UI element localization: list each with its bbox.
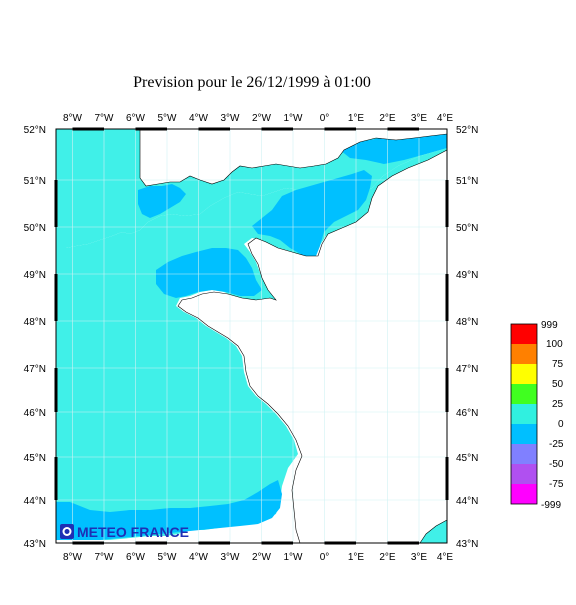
lon-label: 3°W [221, 552, 241, 563]
lon-label: 3°E [411, 113, 428, 124]
lon-label: 6°W [126, 552, 146, 563]
lat-label: 50°N [456, 223, 478, 234]
lon-label: 8°W [63, 552, 83, 563]
lon-label: 7°W [95, 113, 115, 124]
map-frame [55, 128, 448, 544]
lon-label: 1°E [348, 113, 365, 124]
lat-label: 47°N [456, 364, 478, 375]
meteo-france-logo: METEO FRANCE [60, 524, 189, 540]
legend-swatch [511, 464, 537, 484]
lon-label: 0° [320, 552, 330, 563]
frame-ticks [54, 127, 449, 545]
legend-label: 100 [546, 339, 563, 350]
latitude-labels-right: 52°N 51°N 50°N 49°N 48°N 47°N 46°N 45°N … [456, 125, 478, 550]
lat-label: 43°N [24, 539, 46, 550]
legend-swatch [511, 344, 537, 364]
lon-label: 4°E [437, 113, 454, 124]
legend-label: -25 [549, 439, 564, 450]
lon-label: 1°W [284, 113, 304, 124]
lat-label: 50°N [24, 223, 46, 234]
lat-label: 49°N [456, 270, 478, 281]
longitude-labels-bottom: 8°W 7°W 6°W 5°W 4°W 3°W 2°W 1°W 0° 1°E 2… [63, 552, 453, 563]
lon-label: 0° [320, 113, 330, 124]
legend-label: 50 [552, 379, 564, 390]
longitude-labels-top: 8°W 7°W 6°W 5°W 4°W 3°W 2°W 1°W 0° 1°E 2… [63, 113, 453, 124]
legend-frame [510, 323, 538, 505]
legend-swatch [511, 384, 537, 404]
lon-label: 3°W [221, 113, 241, 124]
lat-label: 45°N [24, 453, 46, 464]
lon-label: 2°E [379, 552, 396, 563]
lat-label: 43°N [456, 539, 478, 550]
lon-label: 1°E [348, 552, 365, 563]
lat-label: 46°N [456, 408, 478, 419]
graticule [56, 129, 447, 543]
legend-label: 0 [558, 419, 564, 430]
lon-label: 4°W [189, 113, 209, 124]
lat-label: 51°N [24, 176, 46, 187]
lon-label: 2°W [252, 113, 272, 124]
lat-label: 48°N [24, 317, 46, 328]
legend-swatch [511, 404, 537, 424]
lat-label: 49°N [24, 270, 46, 281]
legend-label: 75 [552, 359, 564, 370]
latitude-labels-left: 52°N 51°N 50°N 49°N 48°N 47°N 46°N 45°N … [24, 125, 46, 550]
logo-text: METEO FRANCE [77, 524, 189, 540]
lat-label: 52°N [456, 125, 478, 136]
lon-label: 2°W [252, 552, 272, 563]
legend-label: 25 [552, 399, 564, 410]
lat-label: 44°N [456, 496, 478, 507]
legend-swatch [511, 444, 537, 464]
lon-label: 5°W [158, 113, 178, 124]
legend-label: 999 [541, 320, 558, 331]
legend-swatch [511, 484, 537, 504]
lon-label: 7°W [95, 552, 115, 563]
lon-label: 1°W [284, 552, 304, 563]
lon-label: 6°W [126, 113, 146, 124]
legend-swatch [511, 364, 537, 384]
lat-label: 51°N [456, 176, 478, 187]
lat-label: 48°N [456, 317, 478, 328]
lon-label: 4°W [189, 552, 209, 563]
lon-label: 8°W [63, 113, 83, 124]
legend-swatch [511, 324, 537, 344]
lat-label: 52°N [24, 125, 46, 136]
lat-label: 45°N [456, 453, 478, 464]
lat-label: 47°N [24, 364, 46, 375]
legend-label: -999 [541, 500, 561, 511]
lon-label: 2°E [379, 113, 396, 124]
logo-core-icon [64, 529, 70, 534]
legend: 999 100 75 50 25 0 -25 -50 -75 -999 [510, 320, 564, 511]
lon-label: 3°E [411, 552, 428, 563]
lon-label: 4°E [437, 552, 454, 563]
legend-label: -50 [549, 459, 564, 470]
legend-swatch [511, 424, 537, 444]
lat-label: 46°N [24, 408, 46, 419]
map-title: Prevision pour le 26/12/1999 à 01:00 [133, 74, 371, 91]
sea-mid-area [56, 132, 447, 540]
legend-label: -75 [549, 479, 564, 490]
lat-label: 44°N [24, 496, 46, 507]
land-area [56, 129, 447, 543]
coastline [139, 129, 448, 544]
lon-label: 5°W [158, 552, 178, 563]
